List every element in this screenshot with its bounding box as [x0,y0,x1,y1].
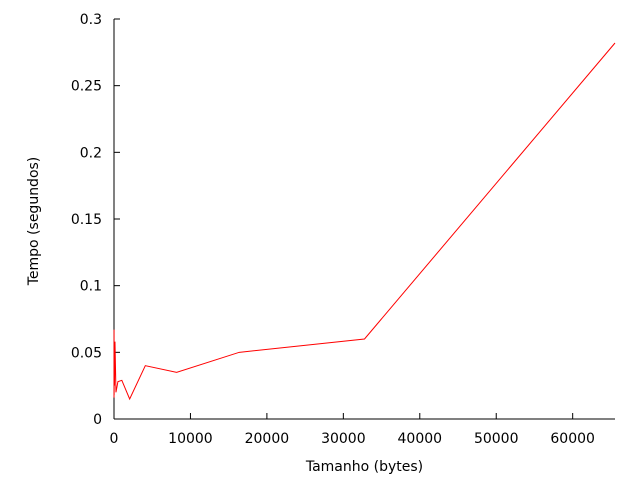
x-axis-label: Tamanho (bytes) [305,459,423,475]
x-tick-label: 50000 [474,431,519,447]
y-tick-label: 0.05 [71,345,102,361]
series-layer [113,42,616,401]
x-tick-label: 60000 [550,431,595,447]
y-tick-label: 0.15 [71,212,102,228]
x-tick-label: 0 [110,431,119,447]
plot-axes [113,19,615,420]
y-tick-label: 0 [93,412,102,428]
y-tick-label: 0.1 [80,279,102,295]
y-tick-label: 0.25 [71,79,102,95]
x-axis-ticks: 0 10000 20000 30000 40000 50000 60000 [110,413,595,447]
y-axis-ticks: 0 0.05 0.1 0.15 0.2 0.25 0.3 [71,12,120,428]
x-tick-label: 10000 [168,431,213,447]
y-axis-label: Tempo (segundos) [26,157,42,287]
x-tick-label: 30000 [321,431,366,447]
x-tick-label: 20000 [245,431,290,447]
y-tick-label: 0.2 [80,145,102,161]
x-tick-label: 40000 [398,431,443,447]
y-tick-label: 0.3 [80,12,102,28]
series-line [113,42,616,401]
